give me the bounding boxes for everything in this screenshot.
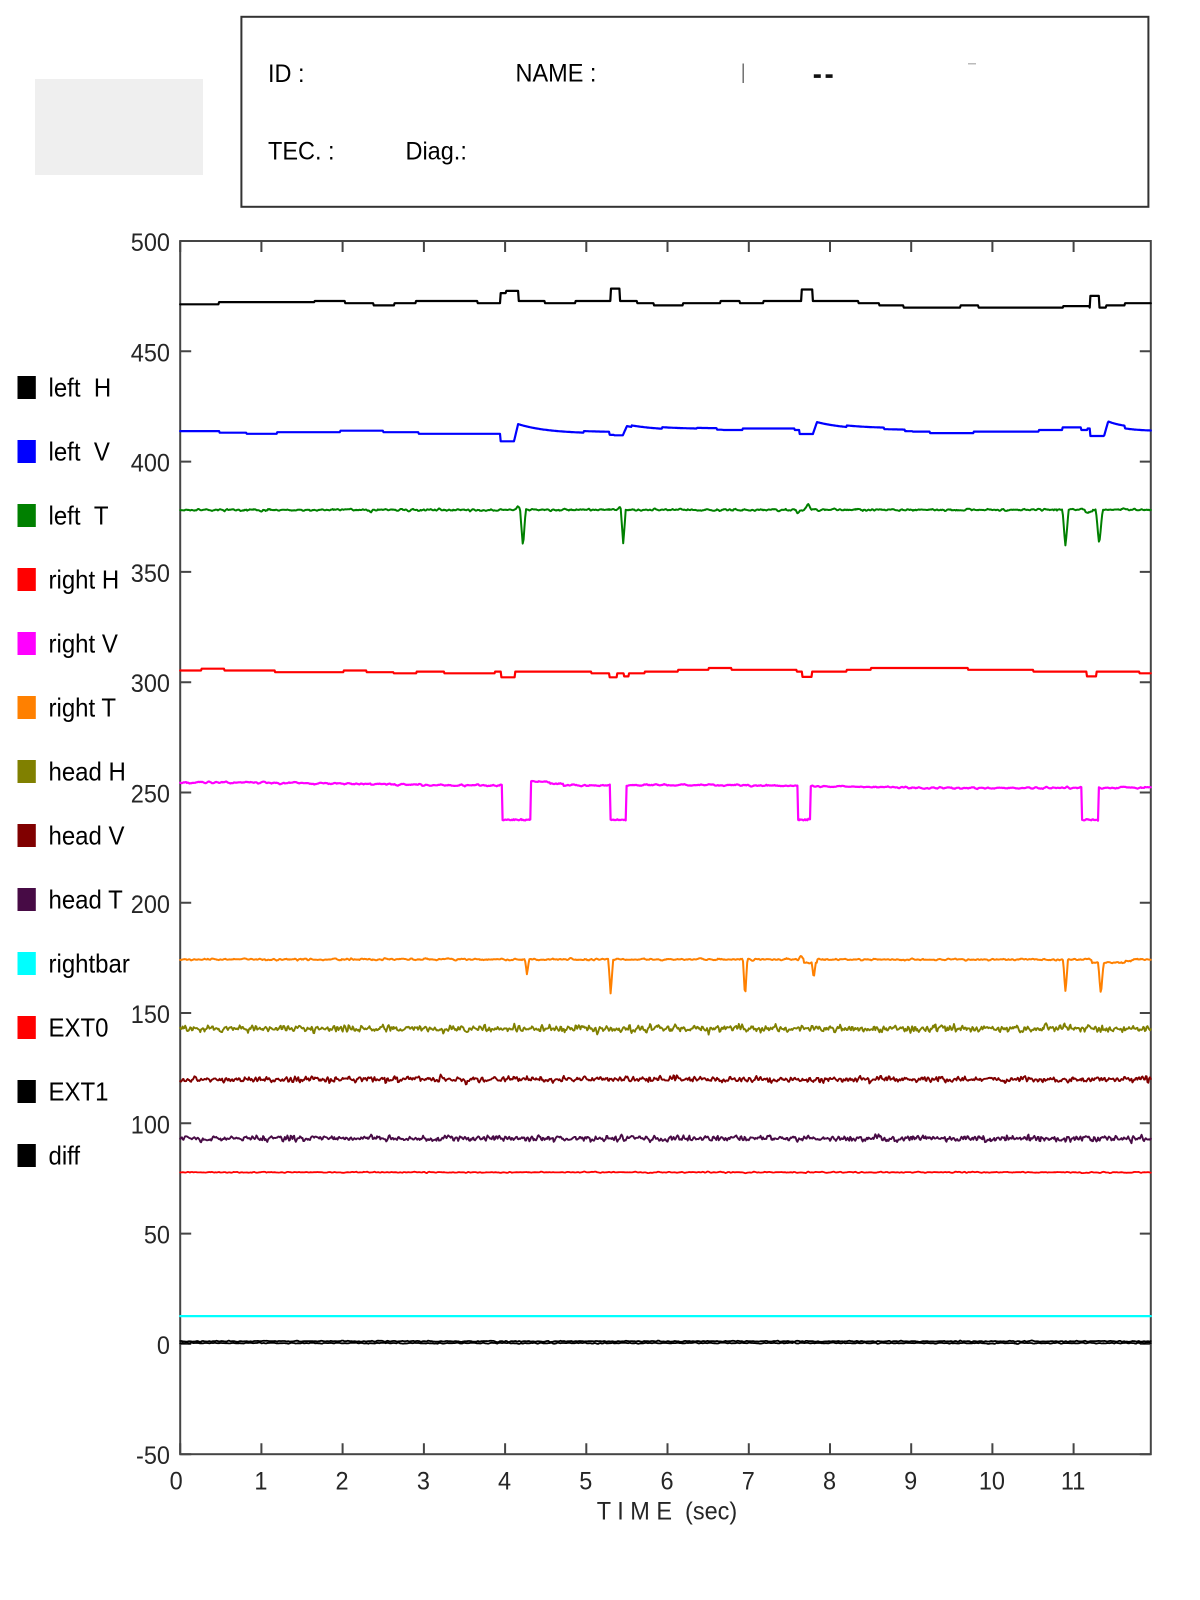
svg-text:300: 300 xyxy=(131,671,170,699)
svg-text:left T: left T xyxy=(48,503,108,531)
svg-text:T I M E (sec): T I M E (sec) xyxy=(597,1498,737,1526)
svg-text:500: 500 xyxy=(131,229,170,257)
svg-text:right H: right H xyxy=(48,567,119,595)
svg-text:head V: head V xyxy=(48,823,124,851)
svg-text:3: 3 xyxy=(417,1468,430,1496)
svg-text:2: 2 xyxy=(336,1468,349,1496)
svg-text:EXT0: EXT0 xyxy=(48,1015,108,1043)
svg-text:head H: head H xyxy=(48,759,125,787)
svg-text:diff: diff xyxy=(48,1143,80,1171)
svg-text:right V: right V xyxy=(48,631,118,659)
svg-text:left H: left H xyxy=(48,375,111,403)
svg-text:EXT1: EXT1 xyxy=(48,1079,108,1107)
svg-text:TEC. :: TEC. : xyxy=(268,138,335,166)
svg-text:7: 7 xyxy=(742,1468,755,1496)
svg-text:NAME :: NAME : xyxy=(516,60,597,88)
svg-text:5: 5 xyxy=(579,1468,592,1496)
svg-text:6: 6 xyxy=(660,1468,673,1496)
svg-text:11: 11 xyxy=(1061,1468,1085,1496)
svg-text:0: 0 xyxy=(170,1468,183,1496)
svg-text:150: 150 xyxy=(131,1001,170,1029)
svg-text:8: 8 xyxy=(823,1468,836,1496)
svg-text:left V: left V xyxy=(48,439,110,467)
svg-text:250: 250 xyxy=(131,781,170,809)
svg-text:head T: head T xyxy=(48,887,122,915)
svg-text:450: 450 xyxy=(131,340,170,368)
svg-text:Diag.:: Diag.: xyxy=(406,138,467,166)
svg-text:rightbar: rightbar xyxy=(48,951,129,979)
svg-text:200: 200 xyxy=(131,891,170,919)
svg-text:10: 10 xyxy=(979,1468,1005,1496)
svg-text:1: 1 xyxy=(254,1468,267,1496)
svg-text:9: 9 xyxy=(904,1468,917,1496)
svg-text:350: 350 xyxy=(131,560,170,588)
svg-text:ID :: ID : xyxy=(268,60,305,88)
svg-text:400: 400 xyxy=(131,450,170,478)
svg-text:100: 100 xyxy=(131,1112,170,1140)
svg-text:0: 0 xyxy=(157,1332,170,1360)
svg-text:right T: right T xyxy=(48,695,116,723)
svg-text:50: 50 xyxy=(144,1222,170,1250)
svg-text:-50: -50 xyxy=(136,1442,170,1470)
svg-text:4: 4 xyxy=(498,1468,511,1496)
